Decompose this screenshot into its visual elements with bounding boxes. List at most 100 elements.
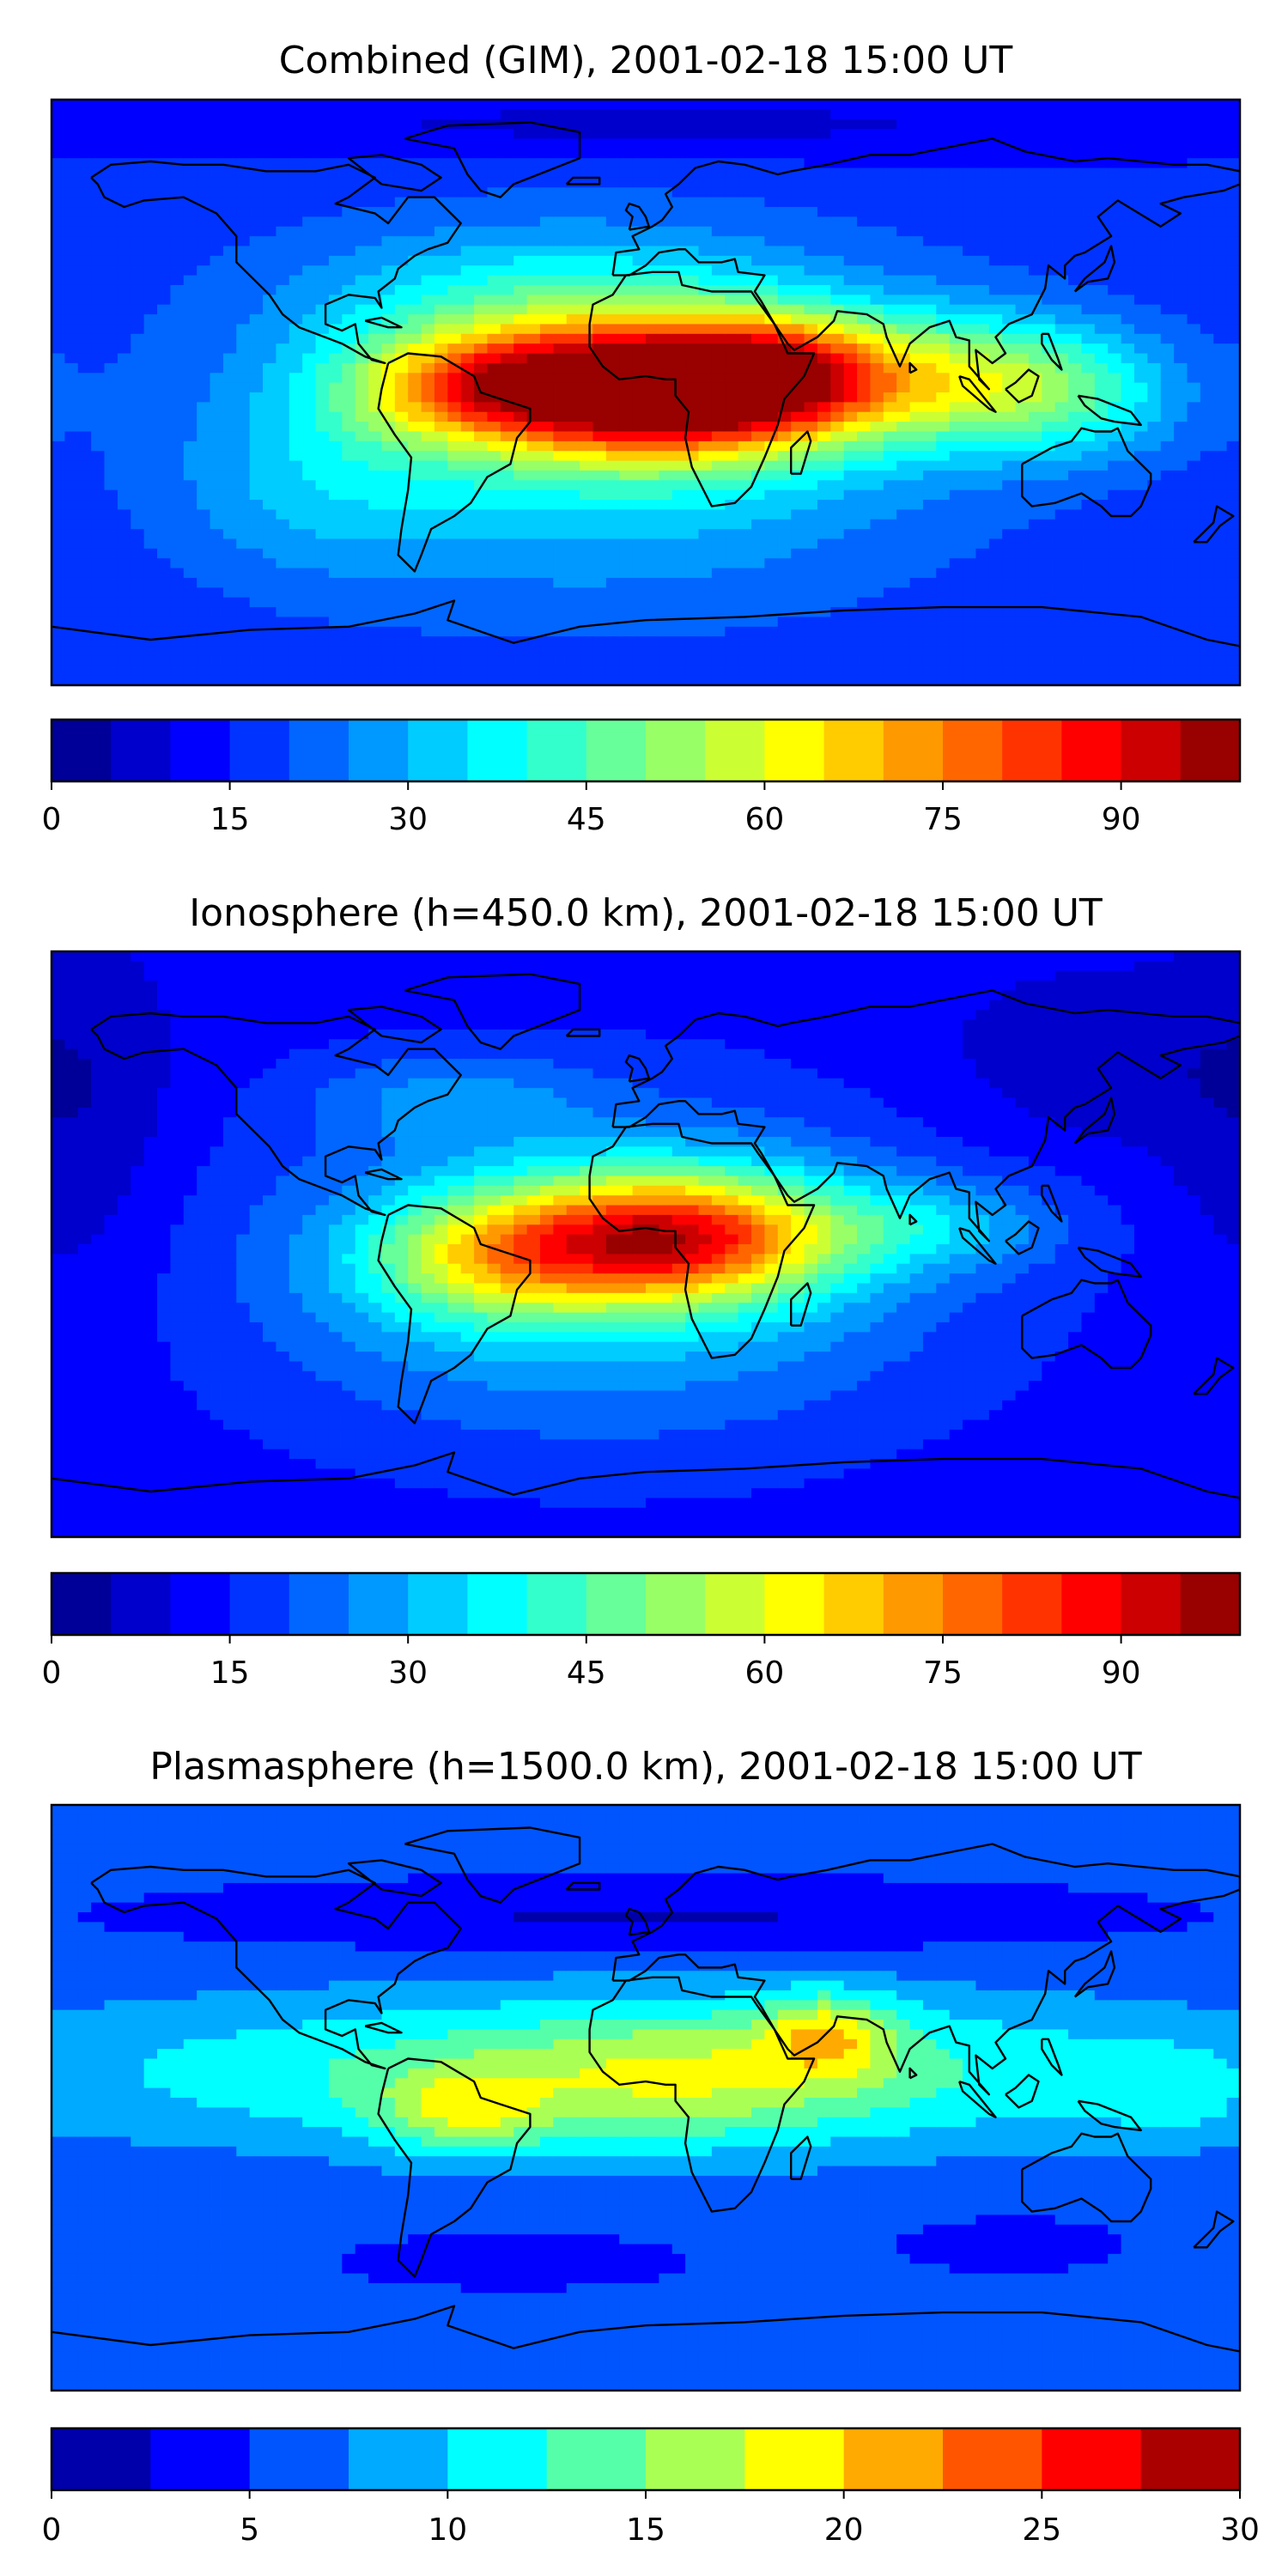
field-cell — [1015, 431, 1030, 442]
field-cell — [725, 314, 739, 325]
field-cell — [566, 295, 580, 306]
field-cell — [381, 597, 396, 608]
field-cell — [988, 489, 1003, 501]
field-cell — [883, 568, 897, 579]
field-cell — [447, 529, 462, 540]
field-cell — [725, 480, 739, 491]
field-cell — [936, 100, 951, 111]
field-cell — [605, 577, 621, 589]
field-cell — [526, 100, 541, 111]
field-cell — [315, 265, 330, 276]
field-cell — [342, 597, 356, 608]
field-cell — [632, 216, 647, 228]
field-cell — [671, 587, 686, 598]
field-cell — [909, 226, 924, 237]
field-cell — [791, 597, 805, 608]
field-cell — [263, 500, 277, 511]
field-cell — [804, 422, 818, 433]
field-cell — [526, 529, 541, 540]
field-cell — [64, 226, 79, 237]
field-cell — [659, 118, 673, 130]
field-cell — [1081, 129, 1096, 140]
field-cell — [553, 284, 568, 296]
field-cell — [64, 538, 79, 550]
field-cell — [671, 675, 686, 685]
field-cell — [1147, 177, 1162, 189]
field-cell — [513, 275, 528, 286]
field-cell — [883, 314, 897, 325]
field-cell — [896, 187, 911, 198]
field-cell — [460, 324, 475, 335]
field-cell — [526, 675, 541, 685]
field-cell — [619, 226, 634, 237]
field-cell — [843, 440, 858, 452]
field-cell — [988, 665, 1003, 677]
field-cell — [963, 402, 977, 413]
field-cell — [963, 216, 977, 228]
field-cell — [52, 646, 66, 657]
field-cell — [408, 655, 422, 667]
field-cell — [671, 451, 686, 462]
field-cell — [157, 265, 172, 276]
field-cell — [843, 118, 858, 130]
field-cell — [566, 500, 580, 511]
field-cell — [355, 548, 369, 560]
field-cell — [857, 538, 872, 550]
field-cell — [487, 314, 501, 325]
field-cell — [725, 626, 739, 637]
field-cell — [988, 655, 1003, 667]
field-cell — [183, 167, 197, 179]
field-cell — [315, 509, 330, 520]
field-cell — [698, 665, 713, 677]
field-cell — [355, 509, 369, 520]
field-cell — [751, 440, 766, 452]
field-cell — [685, 500, 700, 511]
field-cell — [222, 392, 238, 404]
field-cell — [1028, 138, 1043, 149]
field-cell — [725, 489, 739, 501]
field-cell — [474, 226, 489, 237]
field-cell — [685, 295, 700, 306]
field-cell — [883, 373, 897, 384]
field-cell — [857, 665, 872, 677]
field-cell — [408, 519, 422, 530]
field-cell — [289, 216, 303, 228]
field-cell — [922, 480, 938, 491]
field-cell — [104, 422, 118, 433]
field-cell — [843, 558, 858, 569]
field-cell — [263, 138, 277, 149]
field-cell — [580, 197, 594, 208]
field-cell — [117, 226, 132, 237]
field-cell — [1002, 148, 1017, 159]
field-cell — [619, 655, 634, 667]
field-cell — [1002, 440, 1017, 452]
field-cell — [764, 265, 779, 276]
field-cell — [1015, 109, 1030, 120]
field-cell — [566, 636, 580, 647]
field-cell — [963, 665, 977, 677]
field-cell — [1042, 314, 1056, 325]
field-cell — [157, 617, 172, 628]
field-cell — [1121, 100, 1135, 111]
field-cell — [671, 431, 686, 442]
field-cell — [1094, 148, 1109, 159]
field-cell — [698, 577, 713, 589]
field-cell — [460, 333, 475, 344]
field-cell — [671, 636, 686, 647]
field-cell — [711, 100, 726, 111]
field-cell — [791, 655, 805, 667]
field-cell — [249, 295, 264, 306]
field-cell — [553, 422, 568, 433]
field-cell — [1094, 636, 1109, 647]
field-cell — [791, 626, 805, 637]
field-cell — [738, 411, 752, 422]
field-cell — [104, 246, 118, 257]
field-cell — [197, 577, 211, 589]
field-cell — [487, 431, 501, 442]
field-cell — [817, 392, 832, 404]
field-cell — [500, 470, 515, 482]
field-cell — [474, 509, 489, 520]
field-cell — [698, 324, 713, 335]
field-cell — [408, 100, 422, 111]
field-cell — [949, 167, 963, 179]
